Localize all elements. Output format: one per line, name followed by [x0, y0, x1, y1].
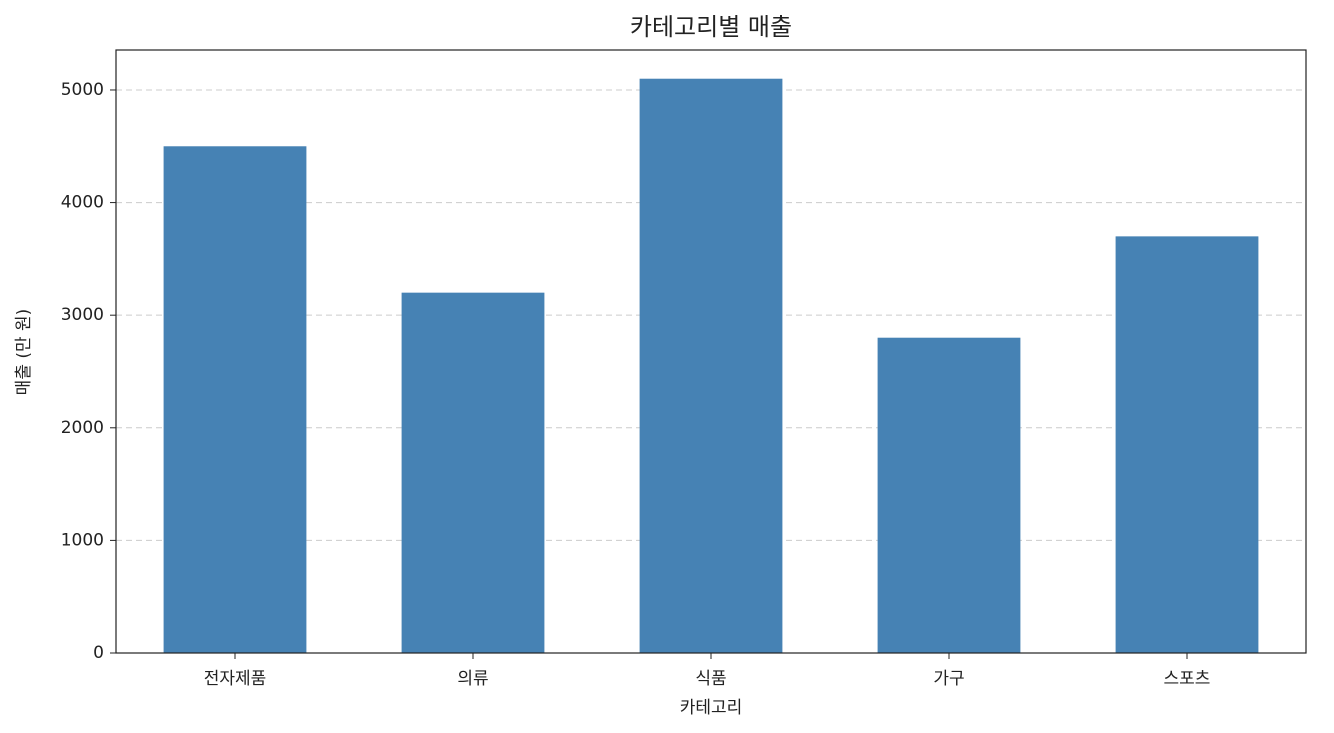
bar	[163, 146, 307, 653]
bar	[401, 292, 545, 653]
x-axis-label: 카테고리	[680, 698, 743, 718]
x-tick-label: 가구	[933, 669, 964, 689]
x-tick-label: 식품	[695, 669, 726, 689]
y-tick-label: 1000	[61, 530, 104, 550]
x-tick-label: 의류	[457, 669, 488, 689]
y-tick-label: 0	[93, 643, 104, 663]
y-tick-label: 5000	[61, 80, 104, 100]
bar	[877, 337, 1021, 653]
plot-frame	[115, 49, 1307, 654]
x-tick-label: 전자제품	[204, 669, 267, 689]
y-tick-label: 2000	[61, 418, 104, 438]
bar	[639, 78, 783, 653]
x-tick-label: 스포츠	[1164, 669, 1211, 689]
y-tick-label: 4000	[61, 193, 104, 213]
chart-title: 카테고리별 매출	[630, 13, 792, 41]
y-tick-label: 3000	[61, 305, 104, 325]
bar	[1115, 236, 1259, 654]
y-axis-label: 매출 (만 원)	[14, 309, 34, 396]
